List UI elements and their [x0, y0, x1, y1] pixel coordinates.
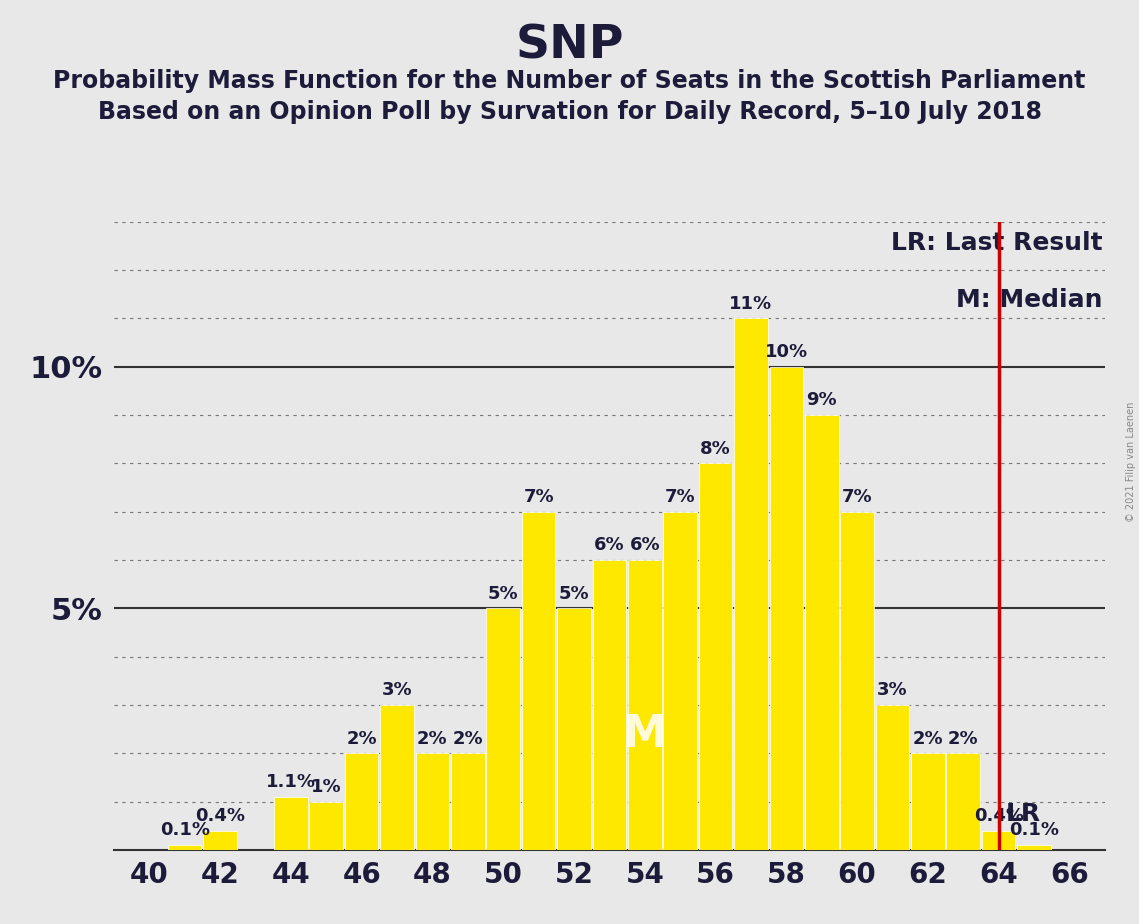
Bar: [841, 512, 874, 850]
Text: 2%: 2%: [452, 730, 483, 748]
Text: 1.1%: 1.1%: [265, 773, 316, 791]
Bar: [592, 560, 626, 850]
Bar: [982, 831, 1016, 850]
Text: 1%: 1%: [311, 778, 342, 796]
Bar: [451, 753, 484, 850]
Text: 2%: 2%: [417, 730, 448, 748]
Bar: [310, 802, 343, 850]
Text: Based on an Opinion Poll by Survation for Daily Record, 5–10 July 2018: Based on an Opinion Poll by Survation fo…: [98, 100, 1041, 124]
Bar: [911, 753, 944, 850]
Text: 7%: 7%: [842, 488, 872, 506]
Text: M: M: [623, 712, 667, 756]
Bar: [805, 415, 838, 850]
Text: 10%: 10%: [764, 343, 808, 361]
Text: 3%: 3%: [877, 681, 908, 699]
Text: 11%: 11%: [729, 295, 772, 312]
Bar: [947, 753, 980, 850]
Bar: [557, 608, 591, 850]
Bar: [735, 319, 768, 850]
Text: 7%: 7%: [665, 488, 696, 506]
Text: Probability Mass Function for the Number of Seats in the Scottish Parliament: Probability Mass Function for the Number…: [54, 69, 1085, 93]
Bar: [274, 796, 308, 850]
Text: 3%: 3%: [382, 681, 412, 699]
Bar: [345, 753, 378, 850]
Text: 5%: 5%: [487, 585, 518, 602]
Text: 0.4%: 0.4%: [195, 807, 245, 825]
Text: 2%: 2%: [948, 730, 978, 748]
Bar: [698, 464, 732, 850]
Text: 6%: 6%: [630, 536, 661, 554]
Text: LR: Last Result: LR: Last Result: [891, 231, 1103, 255]
Bar: [416, 753, 449, 850]
Bar: [486, 608, 521, 850]
Text: SNP: SNP: [515, 23, 624, 68]
Bar: [663, 512, 697, 850]
Text: 0.1%: 0.1%: [159, 821, 210, 839]
Text: © 2021 Filip van Laenen: © 2021 Filip van Laenen: [1126, 402, 1136, 522]
Bar: [380, 705, 413, 850]
Bar: [167, 845, 202, 850]
Text: LR: LR: [1006, 802, 1041, 826]
Text: M: Median: M: Median: [957, 287, 1103, 311]
Bar: [628, 560, 662, 850]
Text: 0.4%: 0.4%: [974, 807, 1024, 825]
Bar: [876, 705, 909, 850]
Text: 6%: 6%: [595, 536, 624, 554]
Text: 8%: 8%: [700, 440, 731, 457]
Bar: [203, 831, 237, 850]
Bar: [770, 367, 803, 850]
Bar: [1017, 845, 1051, 850]
Text: 9%: 9%: [806, 391, 837, 409]
Text: 5%: 5%: [558, 585, 589, 602]
Text: 0.1%: 0.1%: [1009, 821, 1059, 839]
Text: 2%: 2%: [912, 730, 943, 748]
Bar: [522, 512, 556, 850]
Text: 7%: 7%: [523, 488, 554, 506]
Text: 2%: 2%: [346, 730, 377, 748]
